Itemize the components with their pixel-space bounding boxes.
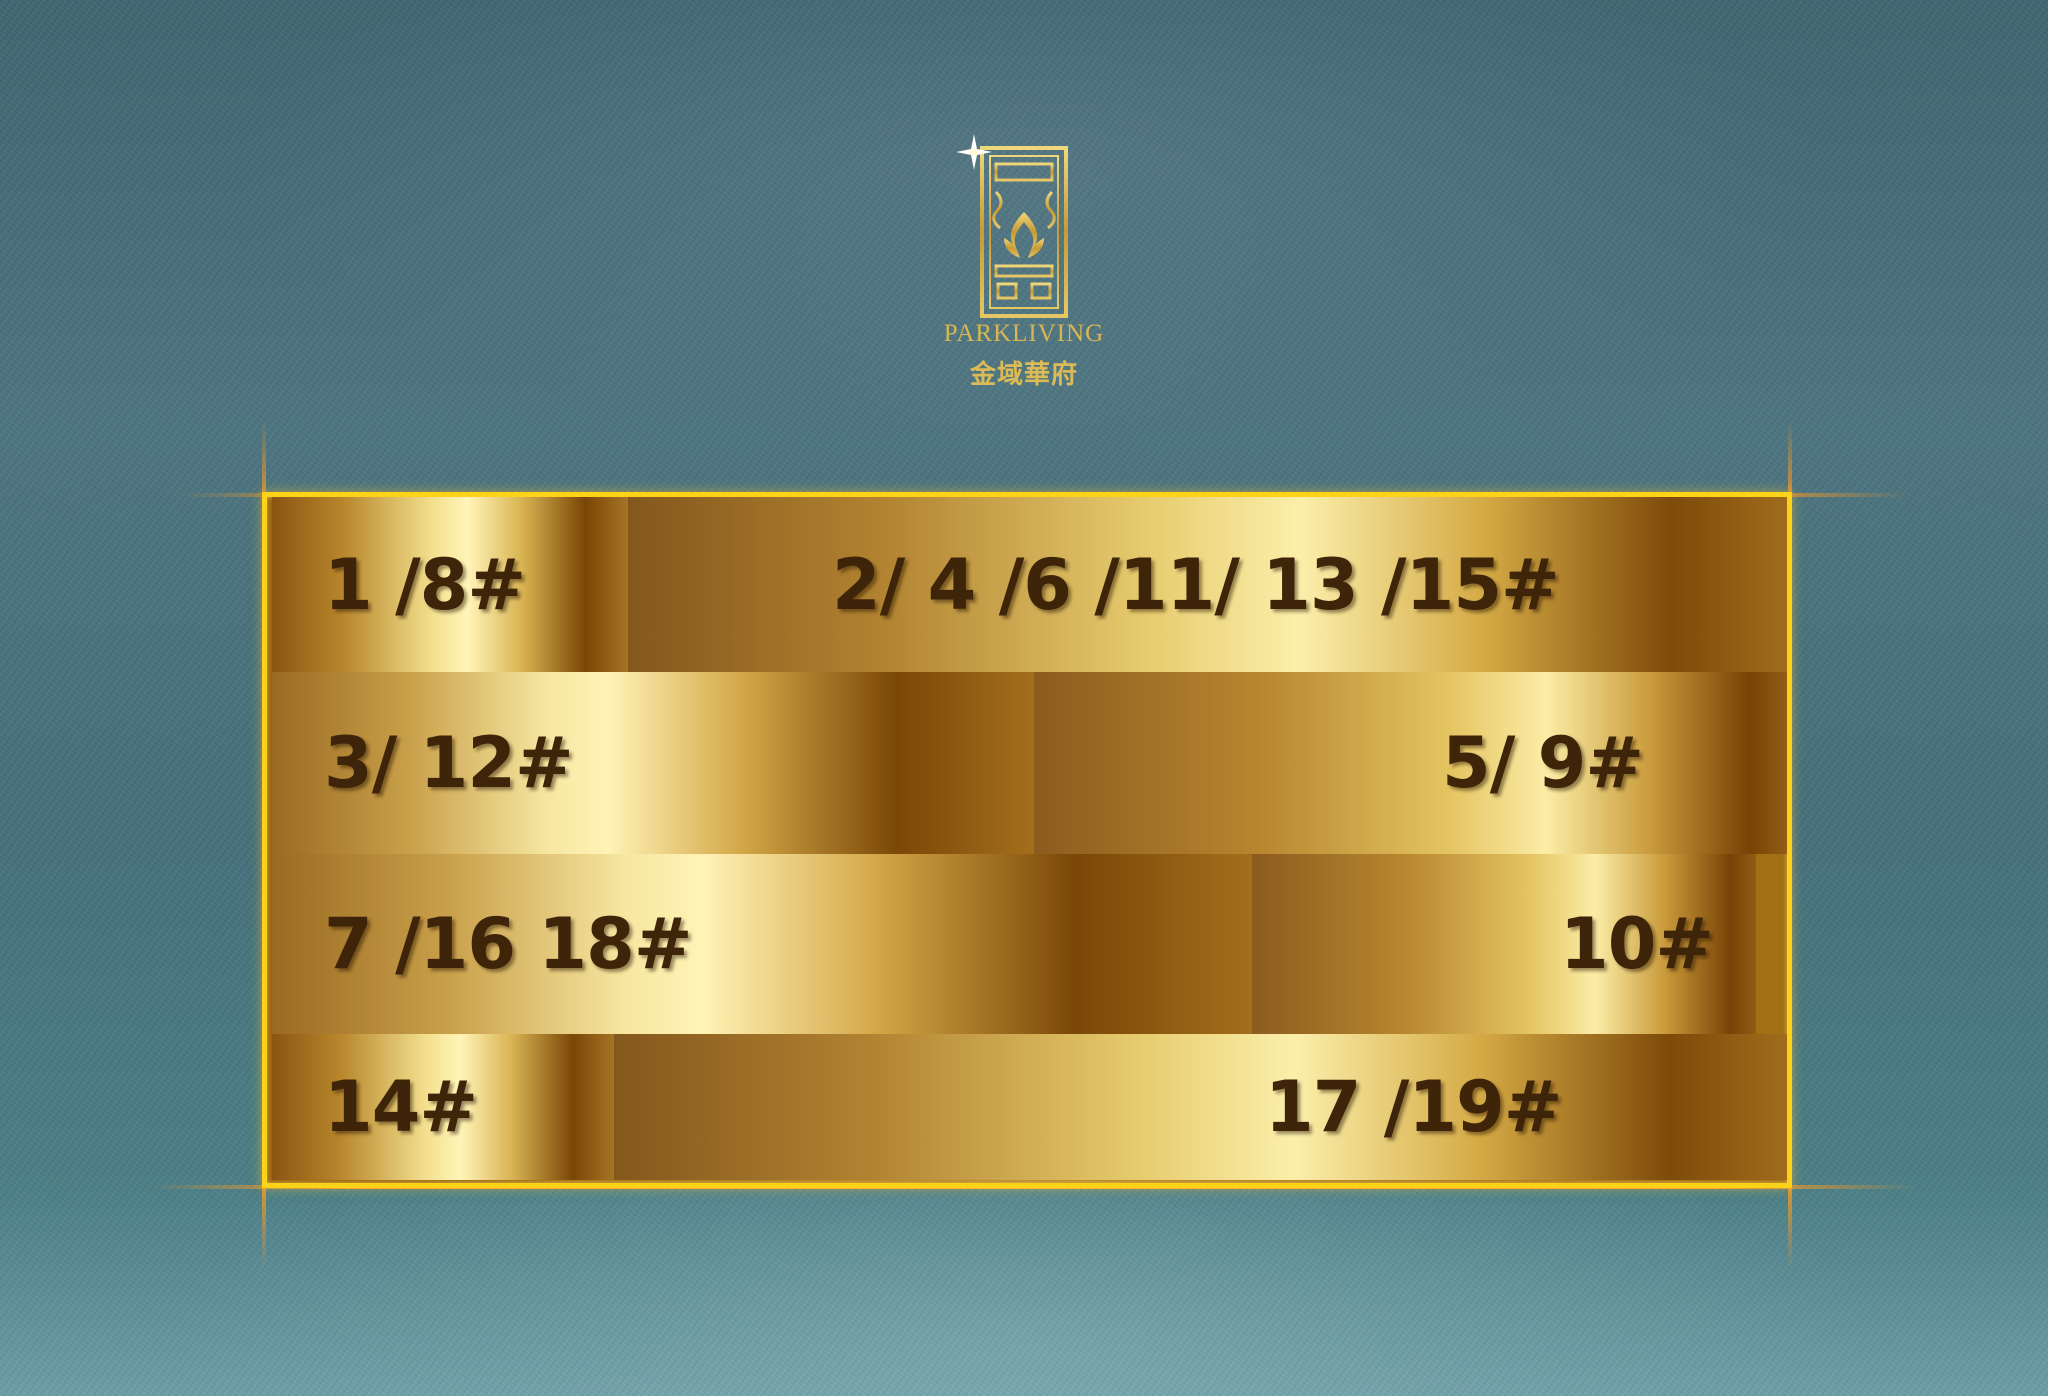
label-1-8: 1 /8# xyxy=(324,543,526,626)
building-number-panel: 1 /8# 2/ 4 /6 /11/ 13 /15# 3/ 12# 5/ 9# … xyxy=(262,492,1792,1188)
logo-emblem-icon xyxy=(956,134,1068,318)
block-14 xyxy=(272,1034,614,1180)
panel-row-3: 7 /16 18# 10# xyxy=(272,854,1756,1034)
parkliving-logo: PARKLIVING 金域華府 xyxy=(924,120,1124,400)
block-7-16-18 xyxy=(272,854,1252,1034)
label-5-9: 5/ 9# xyxy=(1442,722,1644,804)
panel-row-4: 14# 17 /19# xyxy=(272,1034,1787,1180)
block-5-9 xyxy=(1034,672,1787,854)
label-10: 10# xyxy=(1560,903,1714,985)
label-14: 14# xyxy=(324,1066,478,1148)
block-2-4-6-11-13-15 xyxy=(628,497,1787,672)
label-7-16-18: 7 /16 18# xyxy=(324,903,692,985)
logo-subtitle: 金域華府 xyxy=(969,360,1078,390)
label-3-12: 3/ 12# xyxy=(324,722,574,804)
panel-row-2: 3/ 12# 5/ 9# xyxy=(272,672,1787,854)
logo-wordmark: PARKLIVING xyxy=(943,320,1105,347)
block-17-19 xyxy=(614,1034,1787,1180)
block-10 xyxy=(1252,854,1756,1034)
panel-row-1: 1 /8# 2/ 4 /6 /11/ 13 /15# xyxy=(272,497,1787,672)
label-17-19: 17 /19# xyxy=(1265,1066,1562,1148)
label-2-4-6-11-13-15: 2/ 4 /6 /11/ 13 /15# xyxy=(832,543,1560,626)
block-1-8 xyxy=(272,497,628,672)
block-3-12 xyxy=(272,672,1034,854)
